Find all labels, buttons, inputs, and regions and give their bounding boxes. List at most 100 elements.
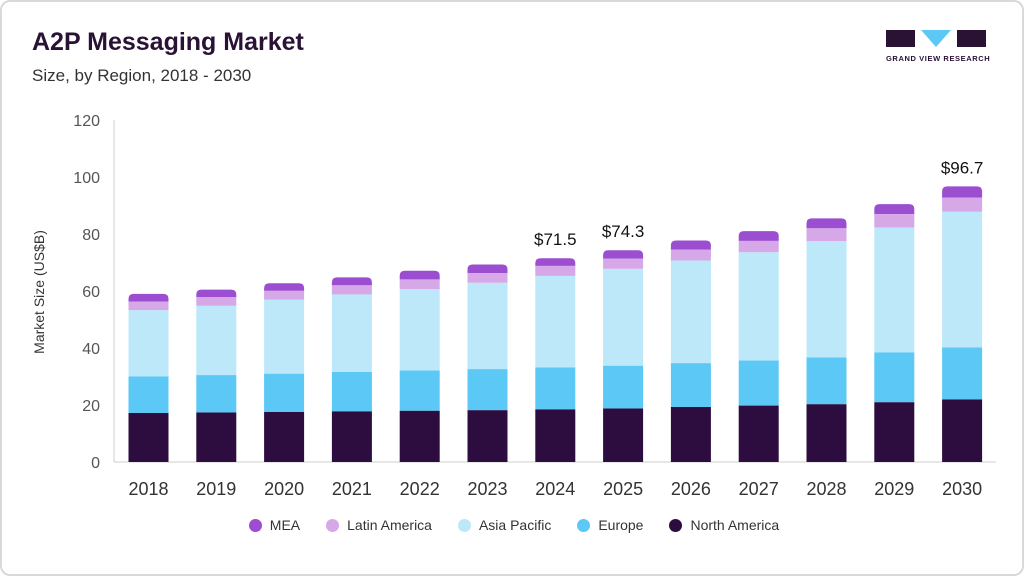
legend-swatch (457, 518, 471, 532)
bar-segment-europe (738, 360, 779, 406)
y-tick-label: 120 (73, 113, 100, 130)
bar-segment-europe (128, 376, 169, 413)
bar-segment-latin-america (264, 290, 305, 300)
bar-segment-north-america (603, 408, 644, 462)
bar-segment-north-america (196, 412, 237, 462)
bar-segment-latin-america (738, 240, 779, 253)
x-tick-label: 2022 (400, 479, 440, 499)
bar-segment-asia-pacific (942, 211, 983, 348)
bar-segment-latin-america (331, 285, 372, 295)
bar-segment-north-america (331, 411, 372, 462)
x-tick-label: 2025 (603, 479, 643, 499)
legend-item-mea: MEA (248, 517, 301, 533)
bar-segment-north-america (874, 402, 915, 462)
bar-segment-mea (942, 186, 983, 198)
bar-segment-mea (603, 250, 644, 259)
bar-segment-north-america (535, 409, 576, 462)
chart-subtitle: Size, by Region, 2018 - 2030 (32, 66, 252, 85)
bar-segment-latin-america (874, 214, 915, 228)
bar-segment-latin-america (806, 228, 847, 242)
bar-segment-europe (603, 365, 644, 409)
legend-swatch (577, 518, 591, 532)
bar-segment-asia-pacific (331, 294, 372, 372)
total-value-label: $96.7 (941, 158, 984, 177)
bar-segment-latin-america (467, 273, 508, 283)
y-tick-label: 60 (82, 284, 100, 301)
bar-segment-asia-pacific (874, 227, 915, 353)
y-tick-label: 80 (82, 227, 100, 244)
legend-swatch (669, 518, 683, 532)
chart-legend: MEA Latin America Asia Pacific Europe North … (2, 517, 1022, 533)
bar-segment-north-america (806, 404, 847, 462)
bar-segment-mea (399, 270, 440, 280)
bar-segment-latin-america (535, 265, 576, 276)
bar-segment-mea (874, 204, 915, 215)
x-tick-label: 2024 (535, 479, 575, 499)
bar-segment-north-america (264, 411, 305, 462)
bar-segment-europe (670, 363, 711, 407)
bar-segment-latin-america (128, 301, 169, 311)
bar-segment-mea (128, 293, 169, 302)
bar-segment-latin-america (196, 296, 237, 306)
bar-segment-asia-pacific (603, 268, 644, 366)
bar-segment-latin-america (399, 279, 440, 290)
bar-segment-mea (467, 264, 508, 274)
x-tick-label: 2027 (739, 479, 779, 499)
bar-segment-north-america (942, 399, 983, 462)
chart-title: A2P Messaging Market (32, 28, 304, 56)
logo-text: GRAND VIEW RESEARCH (886, 54, 991, 63)
bar-segment-asia-pacific (264, 299, 305, 374)
bar-segment-latin-america (942, 197, 983, 212)
bar-segment-asia-pacific (467, 282, 508, 370)
bar-segment-north-america (399, 410, 440, 462)
total-value-label: $71.5 (534, 230, 577, 249)
bar-segment-europe (806, 357, 847, 405)
bar-segment-europe (535, 367, 576, 410)
bar-segment-europe (942, 347, 983, 400)
y-tick-label: 20 (82, 398, 100, 415)
x-tick-label: 2026 (671, 479, 711, 499)
bar-segment-latin-america (670, 249, 711, 261)
bar-segment-mea (264, 283, 305, 291)
x-tick-label: 2018 (128, 479, 168, 499)
y-axis-label: Market Size (US$B) (31, 230, 47, 354)
x-tick-label: 2023 (467, 479, 507, 499)
total-value-label: $74.3 (602, 222, 645, 241)
x-tick-label: 2019 (196, 479, 236, 499)
bar-segment-mea (535, 258, 576, 266)
bar-segment-asia-pacific (670, 260, 711, 364)
bar-segment-north-america (467, 410, 508, 462)
legend-item-europe: Europe (577, 517, 643, 533)
bar-segment-europe (196, 375, 237, 413)
bar-segment-north-america (738, 405, 779, 462)
grand-view-research-logo (886, 30, 986, 47)
x-tick-label: 2021 (332, 479, 372, 499)
bar-segment-asia-pacific (399, 289, 440, 371)
y-tick-label: 0 (91, 455, 100, 472)
bar-segment-asia-pacific (128, 310, 169, 377)
y-tick-label: 40 (82, 341, 100, 358)
legend-label: MEA (269, 517, 301, 533)
x-tick-label: 2030 (942, 479, 982, 499)
bar-segment-europe (399, 370, 440, 411)
bar-segment-latin-america (603, 258, 644, 269)
legend-label: Latin America (347, 517, 432, 533)
bar-segment-mea (196, 289, 237, 297)
bar-segment-asia-pacific (196, 305, 237, 376)
bar-segment-europe (874, 352, 915, 403)
bar-segment-north-america (670, 406, 711, 462)
bar-segment-north-america (128, 412, 169, 462)
legend-item-north-america: North America (669, 517, 779, 533)
legend-label: Asia Pacific (478, 517, 552, 533)
bar-segment-mea (806, 218, 847, 229)
x-tick-label: 2029 (874, 479, 914, 499)
bar-segment-mea (670, 240, 711, 250)
bar-segment-asia-pacific (535, 275, 576, 368)
bar-segment-europe (331, 371, 372, 412)
legend-label: Europe (598, 517, 644, 533)
bar-segment-mea (738, 231, 779, 241)
bar-segment-mea (331, 277, 372, 286)
y-tick-label: 100 (73, 170, 100, 187)
